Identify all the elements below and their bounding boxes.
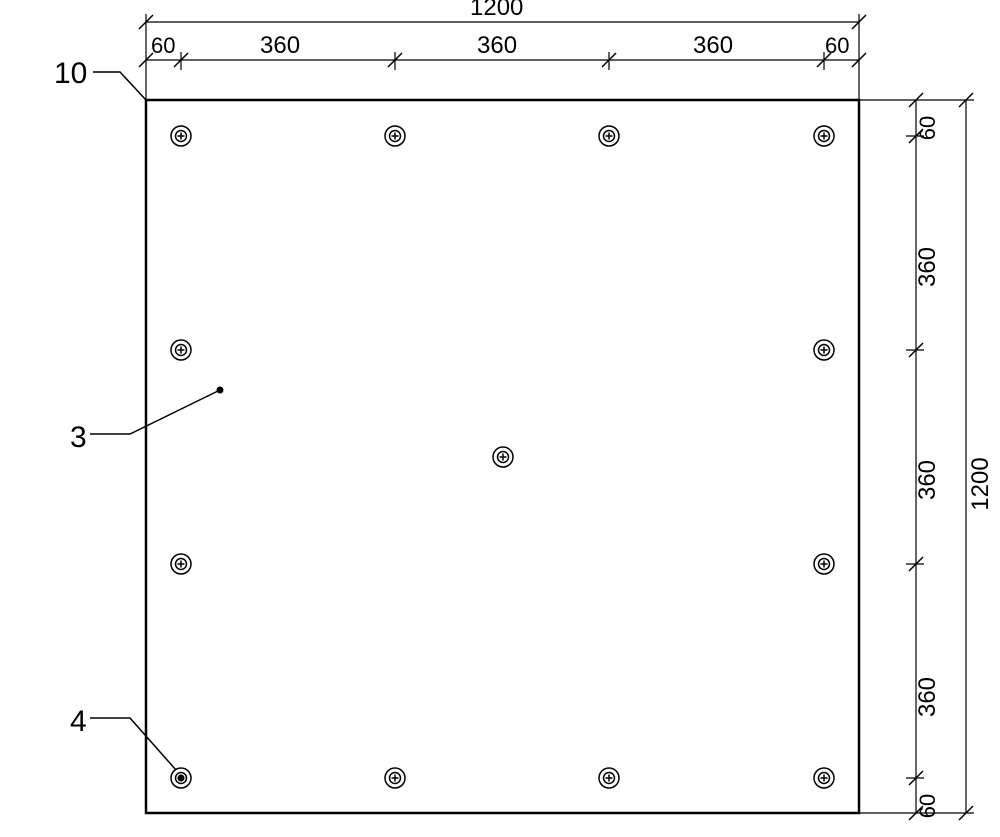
hole-6 <box>814 340 834 360</box>
reference-leaders: 10 3 4 <box>54 57 224 782</box>
ref-label-10: 10 <box>54 57 87 90</box>
dim-right-seg-3: 360 <box>914 677 941 717</box>
dim-right-seg-0: 60 <box>915 116 940 140</box>
engineering-drawing: 1200 60 360 360 360 60 1200 60 360 360 360 60 10 3 4 <box>0 0 1000 837</box>
dim-top-seg-2: 360 <box>477 32 517 59</box>
dim-top-seg-4: 60 <box>825 33 849 58</box>
dim-top-seg-3: 360 <box>693 32 733 59</box>
hole-7 <box>493 447 513 467</box>
ref-label-3: 3 <box>70 421 87 454</box>
ref-4: 4 <box>70 705 185 782</box>
dim-top: 1200 60 360 360 360 60 <box>139 0 866 100</box>
dim-right-seg-4: 60 <box>915 794 940 818</box>
hole-1 <box>171 126 191 146</box>
ref-label-4: 4 <box>70 705 87 738</box>
dim-top-seg-1: 360 <box>260 32 300 59</box>
hole-4 <box>814 126 834 146</box>
hole-3 <box>599 126 619 146</box>
hole-9 <box>814 554 834 574</box>
hole-11 <box>385 768 405 788</box>
dim-right-overall: 1200 <box>967 457 994 510</box>
hole-8 <box>171 554 191 574</box>
dim-top-seg-0: 60 <box>151 33 175 58</box>
dim-top-overall: 1200 <box>470 0 523 21</box>
hole-12 <box>599 768 619 788</box>
hole-5 <box>171 340 191 360</box>
ref-10: 10 <box>54 57 146 100</box>
dim-right: 1200 60 360 360 360 60 <box>859 93 994 820</box>
hole-13 <box>814 768 834 788</box>
dim-right-seg-2: 360 <box>914 460 941 500</box>
hole-2 <box>385 126 405 146</box>
hole-pattern <box>171 126 834 788</box>
dim-right-seg-1: 360 <box>914 247 941 287</box>
